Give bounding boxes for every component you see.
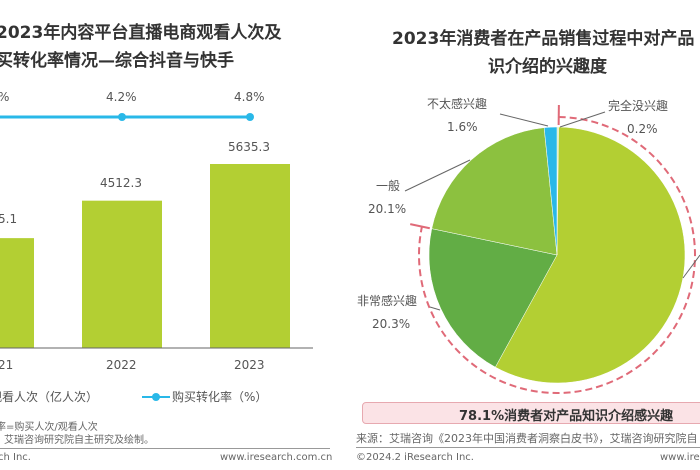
pie-slice-1: [494, 126, 686, 384]
right-source: 来源：艾瑞咨询《2023年中国消费者洞察白皮书》，艾瑞咨询研究院自: [356, 432, 698, 445]
pie-slice-3: [431, 127, 558, 256]
note-source: 艾瑞咨询研究院自主研究及绘制。: [4, 435, 154, 446]
x-tick-2022: 2022: [106, 358, 137, 372]
bar-label-2022: 4512.3: [100, 176, 142, 190]
slice-value-not-very: 1.6%: [447, 120, 478, 134]
left-footer-url: www.iresearch.com.cn: [220, 452, 333, 463]
x-tick-2023: 2023: [234, 358, 265, 372]
leader-line-3: [429, 306, 441, 311]
right-footer-divider: [356, 447, 700, 448]
legend-line-icon: [142, 393, 170, 401]
leader-line-4: [682, 254, 700, 279]
right-footer-copyright: ©2024.2 iResearch Inc.: [356, 452, 474, 463]
legend-bar: 观看人次（亿人次）: [0, 390, 99, 404]
leader-line-0: [499, 113, 549, 127]
right-chart-title-line1: 2023年消费者在产品销售过程中对产品: [392, 29, 695, 49]
rate-point-2022: [118, 113, 126, 121]
rate-point-2023: [246, 113, 254, 121]
right-chart-title-line2: 识介绍的兴趣度: [488, 57, 607, 77]
left-chart-title-line2: 买转化率情况—综合抖音与快手: [0, 51, 234, 71]
note-definition: 率=购买人次/观看人次: [0, 422, 98, 433]
slice-value-average: 20.1%: [368, 202, 407, 216]
bar-2023: [210, 164, 290, 348]
right-footer-url: www.ire: [660, 452, 700, 463]
summary-text: 78.1%消费者对产品知识介绍感兴趣: [459, 409, 674, 424]
footer-divider: [0, 448, 330, 449]
legend-line: 购买转化率（%）: [172, 390, 268, 404]
leader-line-2: [404, 159, 471, 192]
leader-line-1: [559, 111, 606, 128]
slice-value-very: 20.3%: [372, 317, 411, 331]
rate-label-2022: 4.2%: [106, 90, 137, 104]
summary-banner: 78.1%消费者对产品知识介绍感兴趣: [362, 402, 700, 424]
pie-slice-4: [543, 126, 558, 256]
bar-label-2021: 5.1: [0, 212, 18, 226]
bar-label-2023: 5635.3: [228, 140, 270, 154]
pie-slice-2: [428, 228, 558, 368]
slice-name-average: 一般: [376, 179, 401, 193]
slice-name-not-very: 不太感兴趣: [427, 97, 488, 111]
slice-value-none: 0.2%: [627, 122, 658, 136]
rate-label-2023: 4.8%: [234, 90, 265, 104]
slice-name-none: 完全没兴趣: [608, 99, 669, 113]
arc-end-tick-1: [410, 223, 430, 230]
rate-label-2021: %: [0, 90, 9, 104]
slice-name-very: 非常感兴趣: [357, 294, 418, 308]
left-footer-copyright: ch Inc.: [0, 452, 31, 463]
left-chart-title-line1: 2023年内容平台直播电商观看人次及: [0, 23, 282, 43]
bar-2021: [0, 238, 34, 348]
x-tick-2021: 21: [0, 358, 14, 372]
left-chart: [0, 113, 313, 349]
bar-2022: [82, 200, 162, 348]
